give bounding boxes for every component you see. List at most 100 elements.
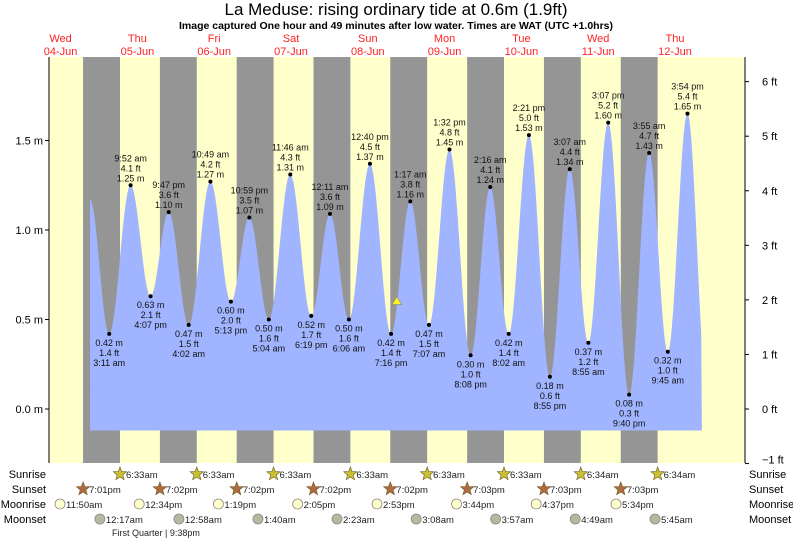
moon-phase-label: First Quarter | 9:38pm <box>112 528 200 538</box>
sunrise-row-label-right: Sunrise <box>749 469 786 481</box>
high-tide-point <box>247 215 252 220</box>
moonset-icon <box>569 513 581 525</box>
low-tide-label: 0.50 m <box>255 324 283 334</box>
low-tide-label: 0.42 m <box>377 338 405 348</box>
low-tide-label: 0.42 m <box>95 338 123 348</box>
high-tide-label: 4.1 ft <box>121 163 142 173</box>
low-tide-label: 4:07 pm <box>134 320 167 330</box>
moonset-icon <box>252 513 264 525</box>
low-tide-label: 2.1 ft <box>141 310 162 320</box>
sunrise-time: 6:33am <box>510 470 542 481</box>
sunset-row-label-left: Sunset <box>12 484 46 496</box>
high-tide-point <box>166 210 171 215</box>
high-tide-label: 1.65 m <box>674 102 702 112</box>
day-label-weekday: Thu <box>128 33 147 45</box>
high-tide-label: 4.8 ft <box>439 127 460 137</box>
moonset-icon <box>94 513 106 525</box>
moonrise-row-label-left: Moonrise <box>1 499 46 511</box>
moonrise-icon <box>530 498 542 510</box>
high-tide-label: 1.25 m <box>117 173 145 183</box>
moonset-time: 3:57am <box>502 515 534 526</box>
low-tide-label: 1.4 ft <box>99 348 120 358</box>
low-tide-point <box>586 340 591 345</box>
high-tide-label: 2:16 am <box>474 155 507 165</box>
low-tide-label: 8:08 pm <box>454 379 487 389</box>
high-tide-label: 4.2 ft <box>200 160 221 170</box>
high-tide-label: 3.6 ft <box>159 190 180 200</box>
sunset-star-icon <box>229 481 245 496</box>
sunrise-star-icon <box>573 466 589 481</box>
moonset-icon <box>173 513 185 525</box>
low-tide-point <box>627 392 632 397</box>
sunset-time: 7:02pm <box>243 485 275 496</box>
low-tide-label: 0.37 m <box>575 347 603 357</box>
moonrise-time: 2:05pm <box>304 500 336 511</box>
low-tide-point <box>107 331 112 336</box>
right-axis-tick-label: 6 ft <box>762 77 777 89</box>
high-tide-label: 3.6 ft <box>320 192 341 202</box>
high-tide-label: 5.2 ft <box>598 101 619 111</box>
high-tide-label: 12:40 pm <box>351 132 389 142</box>
low-tide-point <box>346 317 351 322</box>
low-tide-label: 0.42 m <box>495 338 523 348</box>
sunrise-time: 6:33am <box>280 470 312 481</box>
moonrise-icon <box>371 498 383 510</box>
high-tide-label: 4.3 ft <box>280 153 301 163</box>
moonrise-time: 1:19pm <box>224 500 256 511</box>
sunrise-star-icon <box>496 466 512 481</box>
high-tide-label: 3:07 pm <box>592 91 625 101</box>
high-tide-label: 1.45 m <box>436 137 464 147</box>
sunrise-star-icon <box>189 466 205 481</box>
low-tide-point <box>186 322 191 327</box>
low-tide-label: 0.47 m <box>415 329 443 339</box>
moonrise-time: 11:50am <box>66 500 102 511</box>
low-tide-label: 6:19 pm <box>295 340 328 350</box>
chart-title: La Meduse: rising ordinary tide at 0.6m … <box>225 0 568 19</box>
high-tide-label: 12:11 am <box>312 182 349 192</box>
low-tide-point <box>506 331 511 336</box>
moonrise-time: 4:37pm <box>542 500 574 511</box>
low-tide-label: 9:45 am <box>652 376 685 386</box>
high-tide-point <box>606 120 611 125</box>
low-tide-label: 0.50 m <box>335 324 363 334</box>
low-tide-point <box>426 322 431 327</box>
high-tide-label: 4.5 ft <box>360 142 381 152</box>
sunset-star-icon <box>459 481 475 496</box>
low-tide-point <box>228 299 233 304</box>
moonrise-icon <box>213 498 224 510</box>
low-tide-point <box>309 313 314 318</box>
low-tide-label: 0.6 ft <box>540 391 561 401</box>
high-tide-label: 10:49 am <box>192 150 230 160</box>
low-tide-label: 1.6 ft <box>339 334 360 344</box>
high-tide-point <box>685 111 690 116</box>
right-axis-tick-label: 4 ft <box>762 186 777 198</box>
high-tide-point <box>288 172 293 177</box>
sunrise-star-icon <box>266 466 282 481</box>
high-tide-point <box>526 133 531 138</box>
moonset-icon <box>649 513 661 525</box>
sunset-time: 7:03pm <box>550 485 582 496</box>
day-label-weekday: Fri <box>208 33 221 45</box>
high-tide-label: 3.8 ft <box>400 179 421 189</box>
sunrise-time: 6:33am <box>356 470 388 481</box>
sunset-time: 7:02pm <box>396 485 428 496</box>
high-tide-label: 1.60 m <box>594 111 622 121</box>
moonset-row-label-left: Moonset <box>4 514 46 526</box>
low-tide-label: 1.5 ft <box>179 339 200 349</box>
high-tide-label: 1:17 am <box>394 169 427 179</box>
day-label-weekday: Wed <box>587 33 609 45</box>
low-tide-label: 8:02 am <box>492 358 525 368</box>
low-tide-point <box>468 353 473 358</box>
day-label-date: 10-Jun <box>505 46 539 58</box>
high-tide-point <box>447 147 452 152</box>
chart-subtitle: Image captured One hour and 49 minutes a… <box>179 20 613 32</box>
moonrise-icon <box>610 498 622 510</box>
moonset-icon <box>490 513 502 525</box>
moonset-time: 4:49am <box>581 515 613 526</box>
sunrise-time: 6:34am <box>587 470 619 481</box>
day-label-date: 05-Jun <box>121 46 155 58</box>
high-tide-label: 1.09 m <box>316 202 344 212</box>
low-tide-label: 1.7 ft <box>301 330 322 340</box>
high-tide-point <box>327 211 332 216</box>
